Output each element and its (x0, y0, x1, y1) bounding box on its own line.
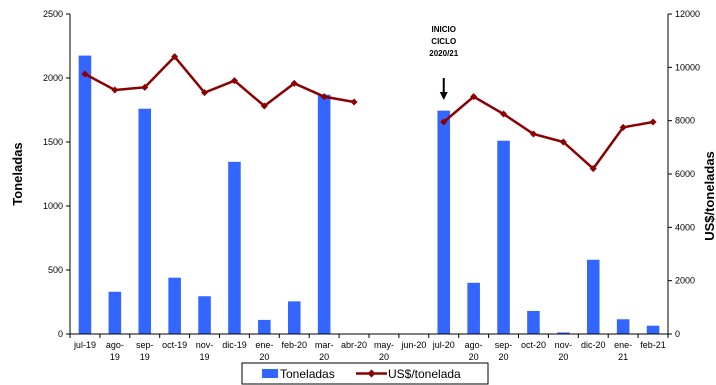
price-point-6 (260, 102, 268, 110)
bar-16 (557, 332, 570, 334)
left-axis-title: Toneladas (10, 142, 25, 205)
price-point-13 (470, 93, 478, 101)
price-point-16 (559, 138, 567, 146)
x-tick-label-10: may-20 (374, 340, 394, 362)
x-tick-label-1: ago-19 (106, 340, 124, 362)
price-line (81, 53, 657, 173)
bar-18 (616, 319, 630, 334)
x-tick-label-7: feb-20 (281, 340, 307, 350)
legend: Toneladas US$/tonelada (241, 362, 489, 385)
bar-13 (467, 282, 480, 334)
right-tick-label-4: 8000 (675, 116, 695, 126)
x-tick-label-11: jun-20 (400, 340, 426, 350)
x-tick-label-0: jul-19 (73, 340, 96, 350)
toneladas-bars (78, 55, 660, 335)
right-tick-label-5: 10000 (675, 62, 700, 72)
price-point-15 (529, 130, 537, 138)
right-y-ticks: 0 2000 4000 6000 8000 10000 12000 (668, 9, 700, 339)
price-point-2 (141, 83, 149, 91)
bar-15 (527, 310, 540, 334)
legend-price-label: US$/tonelada (388, 367, 461, 381)
right-tick-label-2: 4000 (675, 222, 695, 232)
x-tick-label-15: oct-20 (521, 340, 546, 350)
bar-12 (437, 110, 451, 334)
left-tick-label-1: 500 (48, 265, 63, 275)
annotation-arrow-head (439, 92, 448, 100)
bar-4 (198, 296, 211, 334)
left-tick-label-3: 1500 (43, 137, 63, 147)
right-tick-label-1: 2000 (675, 276, 695, 286)
price-point-0 (81, 70, 89, 78)
right-tick-label-0: 0 (675, 329, 680, 339)
x-tick-label-12: jul-20 (432, 340, 455, 350)
bar-1 (108, 291, 122, 334)
price-point-7 (290, 79, 298, 87)
x-tick-label-18: ene-21 (614, 340, 632, 362)
price-point-17 (589, 165, 597, 173)
price-point-9 (350, 98, 358, 106)
legend-line-marker (367, 369, 376, 378)
x-tick-label-3: oct-19 (162, 340, 187, 350)
axes (69, 14, 669, 335)
legend-bar-swatch (262, 369, 278, 378)
x-tick-label-17: dic-20 (581, 340, 606, 350)
right-tick-label-3: 6000 (675, 169, 695, 179)
price-point-5 (230, 77, 238, 85)
x-tick-label-13: ago-20 (465, 340, 483, 362)
x-tick-label-16: nov-20 (555, 340, 573, 362)
x-tick-label-4: nov-19 (196, 340, 214, 362)
x-ticks: jul-19 ago-19 sep-19 oct-19 nov-19 dic-19 ene-… (69, 334, 669, 362)
price-point-12 (440, 118, 448, 126)
annotation-line-0: INICIO (432, 25, 456, 34)
bar-8 (317, 94, 331, 334)
right-axis-title: US$/toneladas (702, 151, 716, 241)
annotation-line-2: 2020/21 (429, 49, 458, 58)
price-point-14 (500, 110, 508, 118)
left-tick-label-2: 1000 (43, 201, 63, 211)
bar-3 (168, 277, 181, 334)
price-point-4 (201, 89, 209, 97)
cycle-start-annotation: INICIO CICLO 2020/21 (429, 25, 459, 100)
left-tick-label-5: 2500 (43, 9, 63, 19)
bar-0 (78, 55, 92, 334)
bar-17 (586, 259, 600, 334)
annotation-line-1: CICLO (431, 37, 456, 46)
price-point-3 (171, 53, 179, 61)
price-point-18 (619, 123, 627, 131)
left-y-ticks: 0 500 1000 1500 2000 2500 (43, 9, 70, 339)
bar-7 (287, 301, 301, 334)
x-tick-label-8: mar-20 (315, 340, 334, 362)
bar-14 (497, 140, 510, 334)
x-tick-label-19: feb-21 (640, 340, 666, 350)
price-point-19 (649, 118, 657, 126)
bar-5 (228, 161, 241, 334)
left-tick-label-4: 2000 (43, 73, 63, 83)
x-tick-label-9: abr-20 (341, 340, 367, 350)
price-line-segment-1 (442, 95, 654, 171)
price-point-1 (111, 86, 119, 94)
right-tick-label-6: 12000 (675, 9, 700, 19)
x-tick-label-14: sep-20 (495, 340, 513, 362)
x-tick-label-2: sep-19 (136, 340, 154, 362)
left-tick-label-0: 0 (58, 329, 63, 339)
x-tick-label-6: ene-20 (255, 340, 273, 362)
bar-6 (258, 319, 271, 334)
price-line-segment-0 (84, 54, 355, 108)
price-point-8 (320, 93, 328, 101)
x-tick-label-5: dic-19 (222, 340, 247, 350)
bar-19 (646, 325, 660, 334)
legend-toneladas-label: Toneladas (280, 367, 335, 381)
bar-2 (138, 108, 152, 334)
